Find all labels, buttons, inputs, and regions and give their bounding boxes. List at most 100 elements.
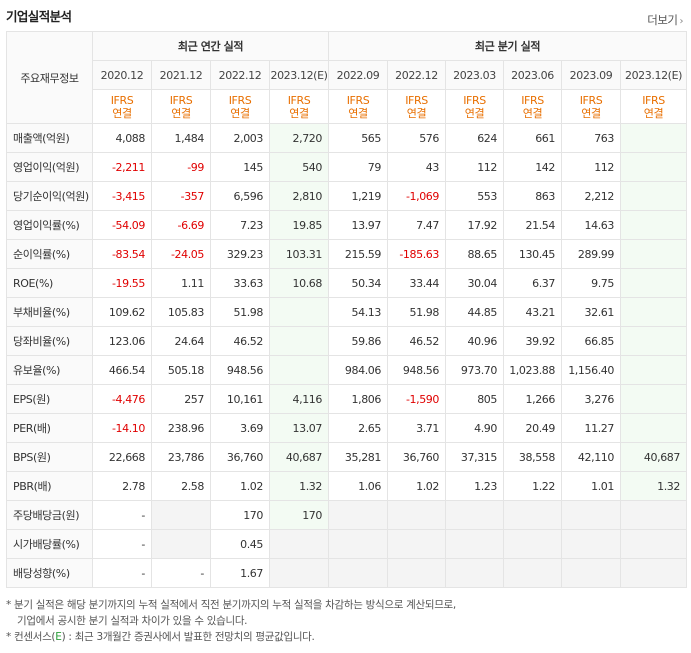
value-cell: 36,760 [210,442,270,472]
period-header: 2020.12 [92,60,152,90]
row-label: 당좌비율(%) [6,326,93,356]
consolidated-label: 연결 [464,106,485,120]
value-cell: 289.99 [561,239,621,269]
table-row: 부채비율(%) 109.62 105.83 51.98 54.13 51.98 44.85 4… [6,297,687,327]
value-cell: 17.92 [445,210,504,240]
consolidated-label: 연결 [348,106,368,120]
row-label: PER(배) [6,413,93,443]
value-cell: 1.22 [503,471,562,501]
footnote-1-cont: 기업에서 공시한 분기 실적과 차이가 있을 수 있습니다. [17,615,248,627]
value-cell: 13.97 [328,210,388,240]
ifrs-label: IFRS [642,93,665,107]
value-cell: 33.44 [387,268,446,298]
table-row: 당기순이익(억원) -3,415 -357 6,596 2,810 1,219 -1,069… [6,181,687,211]
value-cell: 1.32 [620,471,687,501]
consolidated-label: 연결 [581,106,601,120]
period-header: 2023.12(E) [620,60,687,90]
value-cell: 10.68 [269,268,329,298]
value-cell: 763 [561,123,621,153]
value-cell [620,239,687,269]
table-row: 주당배당금(원) - 170 170 [6,500,687,530]
ifrs-label: IFRS [287,93,311,107]
value-cell: 46.52 [210,326,270,356]
value-cell [328,500,388,530]
value-cell: 215.59 [328,239,388,269]
value-cell: 170 [269,500,329,530]
financial-table: 주요재무정보 최근 연간 실적 최근 분기 실적 2020.12 2021.12 2… [6,31,687,588]
value-cell: 22,668 [92,442,152,472]
period-header: 2022.12 [210,60,270,90]
footnote-2-prefix: * 컨센서스( [6,631,56,643]
table-row: BPS(원) 22,668 23,786 36,760 40,687 35,281 36,7… [6,442,687,472]
more-link[interactable]: 더보기 › [647,12,683,28]
ifrs-basis-cell: IFRS 연결 [620,89,687,124]
value-cell: 4,116 [269,384,329,414]
more-label[interactable]: 더보기 [647,13,678,27]
value-cell [503,500,562,530]
value-cell: 46.52 [387,326,446,356]
value-cell: -3,415 [92,181,152,211]
value-cell: 32.61 [561,297,621,327]
ifrs-basis-cell: IFRS 연결 [92,89,152,124]
value-cell: 948.56 [210,355,270,385]
value-cell: 565 [328,123,388,153]
value-cell: 30.04 [445,268,504,298]
value-cell: 112 [445,152,504,182]
value-cell: - [92,529,152,559]
value-cell: -83.54 [92,239,152,269]
ifrs-label: IFRS [110,93,134,107]
period-header: 2023.06 [503,60,562,90]
value-cell: -1,069 [387,181,446,211]
value-cell: 50.34 [328,268,388,298]
value-cell: 1,484 [151,123,211,153]
ifrs-basis-cell: IFRS 연결 [269,89,329,124]
value-cell: 103.31 [269,239,329,269]
ifrs-basis-cell: IFRS 연결 [387,89,446,124]
value-cell: 23,786 [151,442,211,472]
value-cell [445,529,504,559]
value-cell: -1,590 [387,384,446,414]
table-row: 시가배당률(%) - 0.45 [6,529,687,559]
value-cell [503,529,562,559]
value-cell: - [92,558,152,588]
ifrs-label: IFRS [579,93,603,107]
value-cell: 51.98 [210,297,270,327]
value-cell: 1,219 [328,181,388,211]
table-row: 순이익률(%) -83.54 -24.05 329.23 103.31 215.59 -18… [6,239,687,269]
value-cell: 33.63 [210,268,270,298]
value-cell: 553 [445,181,504,211]
value-cell: -357 [151,181,211,211]
value-cell: -185.63 [387,239,446,269]
value-cell: 863 [503,181,562,211]
consolidated-label: 연결 [289,106,309,120]
consolidated-label: 연결 [406,106,427,120]
value-cell: 1,156.40 [561,355,621,385]
value-cell: -99 [151,152,211,182]
value-cell: 1.02 [387,471,446,501]
value-cell: -14.10 [92,413,152,443]
value-cell [620,355,687,385]
value-cell: 19.85 [269,210,329,240]
value-cell [503,558,562,588]
value-cell: 44.85 [445,297,504,327]
value-cell: -2,211 [92,152,152,182]
value-cell [620,123,687,153]
value-cell: 1,023.88 [503,355,562,385]
value-cell: 170 [210,500,270,530]
value-cell: 6.37 [503,268,562,298]
value-cell: 540 [269,152,329,182]
value-cell: 257 [151,384,211,414]
table-row: 당좌비율(%) 123.06 24.64 46.52 59.86 46.52 40.96 39… [6,326,687,356]
value-cell [269,529,329,559]
row-label: 영업이익(억원) [6,152,93,182]
row-label: 유보율(%) [6,355,93,385]
value-cell: 43 [387,152,446,182]
value-cell: 13.07 [269,413,329,443]
value-cell: -54.09 [92,210,152,240]
value-cell: 14.63 [561,210,621,240]
table-row: PBR(배) 2.78 2.58 1.02 1.32 1.06 1.02 1.23 1.22 1.… [6,471,687,501]
value-cell: 40,687 [269,442,329,472]
value-cell [328,529,388,559]
value-cell: -24.05 [151,239,211,269]
consensus-e-mark: E [55,631,62,643]
